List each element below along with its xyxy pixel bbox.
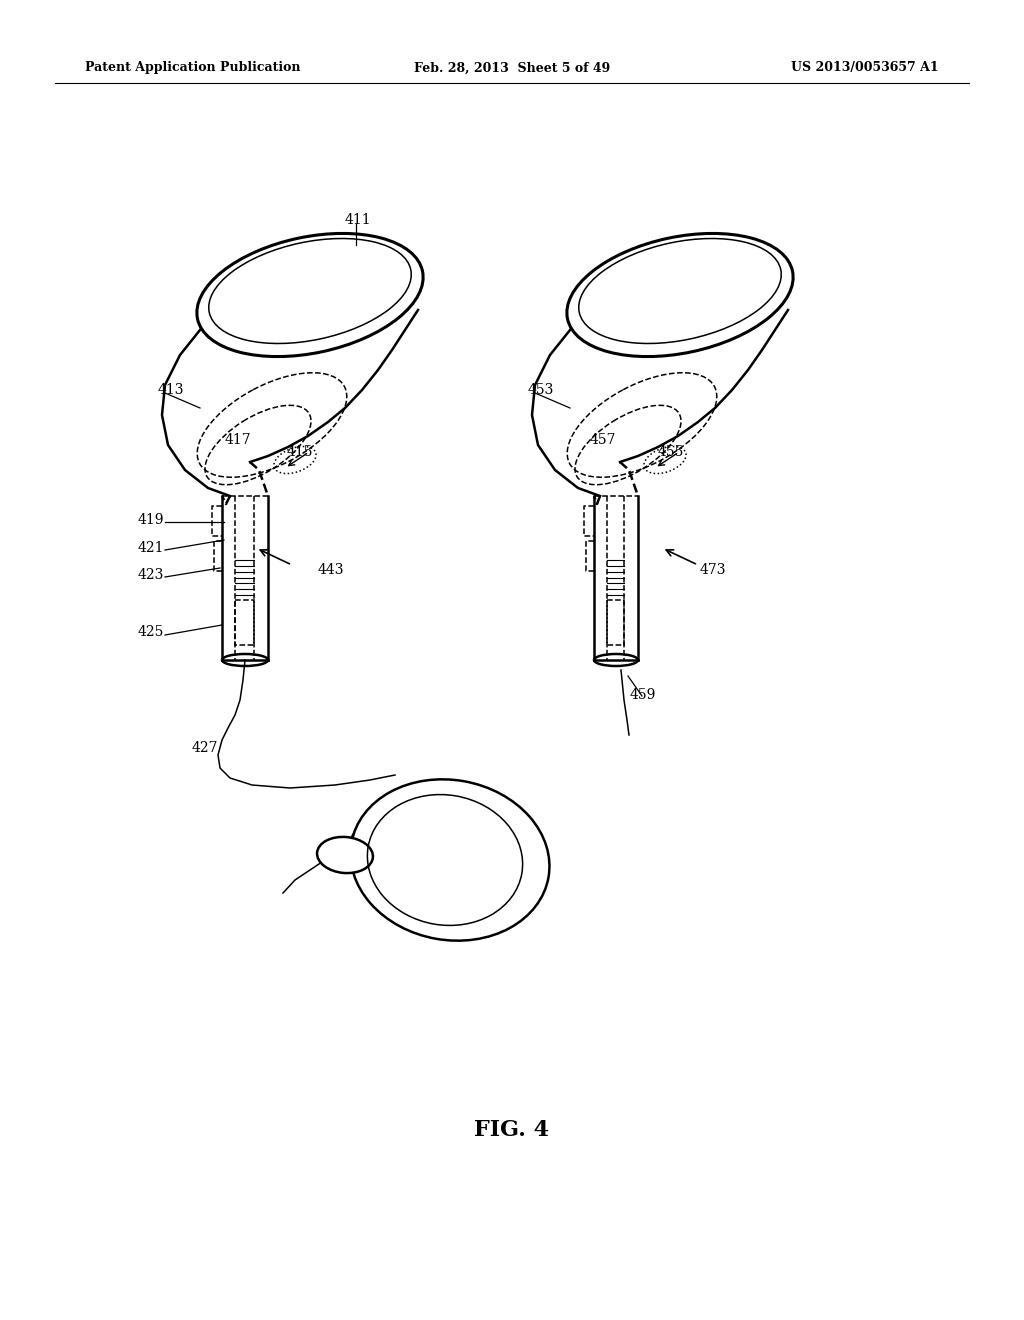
Text: 413: 413 xyxy=(158,383,184,397)
Bar xyxy=(234,601,254,645)
Text: 421: 421 xyxy=(138,541,165,554)
Text: 415: 415 xyxy=(287,445,313,459)
Ellipse shape xyxy=(188,226,431,364)
Text: 429: 429 xyxy=(348,833,375,847)
Text: 427: 427 xyxy=(193,741,218,755)
Ellipse shape xyxy=(317,837,373,873)
Text: 417: 417 xyxy=(225,433,252,447)
Text: 411: 411 xyxy=(345,213,372,227)
Text: 459: 459 xyxy=(630,688,656,702)
Text: 443: 443 xyxy=(318,564,344,577)
Text: US 2013/0053657 A1: US 2013/0053657 A1 xyxy=(792,62,939,74)
Text: 455: 455 xyxy=(658,445,684,459)
Ellipse shape xyxy=(559,226,801,364)
Ellipse shape xyxy=(350,779,550,941)
Text: 457: 457 xyxy=(590,433,616,447)
Text: 473: 473 xyxy=(700,564,726,577)
Text: 423: 423 xyxy=(138,568,165,582)
Text: 419: 419 xyxy=(138,513,165,527)
Text: Feb. 28, 2013  Sheet 5 of 49: Feb. 28, 2013 Sheet 5 of 49 xyxy=(414,62,610,74)
Text: 425: 425 xyxy=(138,624,165,639)
Text: Patent Application Publication: Patent Application Publication xyxy=(85,62,300,74)
Bar xyxy=(607,601,624,645)
Text: FIG. 4: FIG. 4 xyxy=(474,1119,550,1140)
Text: 453: 453 xyxy=(528,383,554,397)
